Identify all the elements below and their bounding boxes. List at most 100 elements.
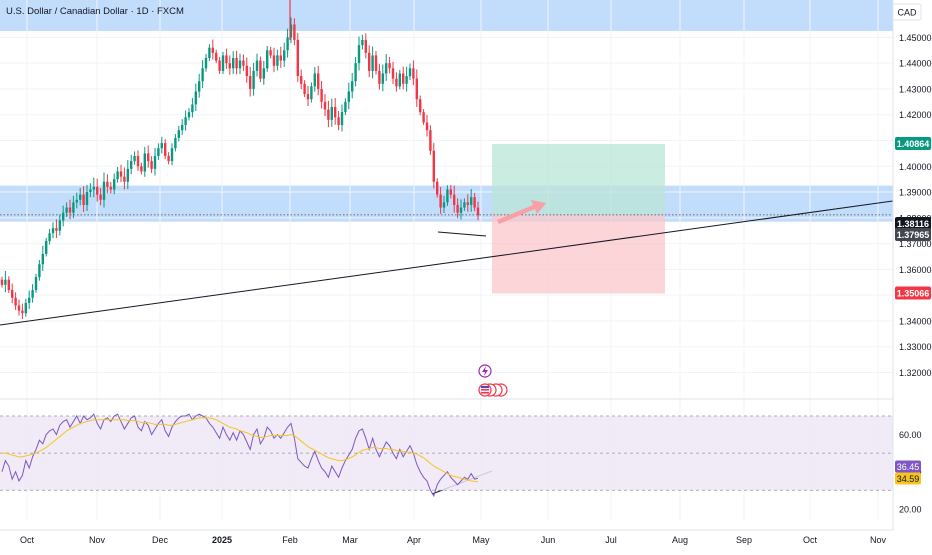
price-label-text: 1.40864	[897, 139, 930, 149]
candle-body	[191, 104, 194, 113]
price-label-text: 1.38116	[897, 219, 929, 229]
candle-body	[238, 60, 242, 69]
chart-title: U.S. Dollar / Canadian Dollar · 1D · FXC…	[6, 6, 184, 17]
price-tick-label: 1.40000	[899, 162, 932, 172]
candle-body	[289, 24, 293, 38]
candle-body	[102, 181, 106, 200]
price-label-text: 1.37965	[897, 230, 930, 240]
candle-body	[344, 101, 347, 113]
candle-body	[72, 202, 75, 213]
candle-body	[459, 207, 463, 213]
candle-body	[378, 70, 381, 84]
candle-body	[283, 50, 286, 61]
candle-body	[463, 202, 466, 208]
rsi-tick-label: 60.00	[899, 430, 922, 440]
candle-body	[82, 194, 85, 205]
candle-body	[473, 197, 476, 208]
position-tool[interactable]	[0, 144, 893, 294]
candle-body	[391, 68, 395, 79]
candle-body	[429, 130, 432, 151]
candle-body	[48, 233, 51, 242]
candle-body	[34, 277, 38, 291]
candle-body	[293, 24, 296, 40]
candle-body	[140, 166, 143, 172]
candle-body	[106, 181, 109, 187]
rsi-label-text: 36.45	[897, 462, 920, 472]
candle-body	[174, 137, 177, 149]
candle-body	[119, 171, 123, 177]
candle-body	[92, 186, 95, 190]
candle-body	[167, 155, 170, 162]
candle-body	[51, 228, 55, 234]
stop-zone	[492, 214, 665, 294]
candle-body	[164, 143, 167, 156]
time-tick-label: Oct	[803, 535, 818, 545]
candle-body	[361, 39, 364, 46]
candle-body	[38, 264, 41, 278]
candle-body	[242, 60, 245, 66]
time-tick-label: Jun	[541, 535, 556, 545]
trendline-low	[437, 231, 487, 237]
candle-body	[252, 70, 255, 89]
flag-events-icon[interactable]	[478, 383, 508, 397]
candle-body	[313, 73, 316, 87]
price-tick-label: 1.33000	[899, 342, 932, 352]
candle-body	[371, 55, 374, 71]
candle-body	[259, 60, 262, 79]
candle-body	[143, 153, 146, 172]
candle-body	[347, 91, 350, 102]
candle-body	[7, 279, 10, 291]
candle-body	[466, 202, 469, 205]
lightning-icon[interactable]	[478, 364, 492, 378]
candle-body	[337, 117, 340, 126]
price-label-box	[895, 217, 931, 230]
rsi-label-box	[895, 472, 921, 485]
candle-body	[310, 86, 313, 100]
candle-body	[412, 68, 415, 79]
candle-body	[187, 112, 191, 118]
candle-body	[245, 65, 248, 77]
trendline-support	[0, 200, 894, 326]
candle-body	[17, 305, 21, 311]
time-tick-label: Jul	[605, 535, 617, 545]
time-tick-label: Dec	[152, 535, 169, 545]
candle-body	[439, 194, 442, 208]
candle-body	[276, 55, 279, 66]
time-tick-label: Aug	[672, 535, 688, 545]
candle-body	[449, 189, 452, 195]
projection-arrow	[497, 200, 546, 224]
candle-body	[405, 76, 408, 84]
candle-body	[75, 199, 78, 203]
candle-body	[41, 253, 44, 265]
candle-body	[398, 73, 401, 87]
candle-body	[456, 204, 459, 213]
price-label-box	[895, 137, 931, 151]
rsi-tick-label: 20.00	[899, 504, 922, 514]
candle-body	[408, 68, 412, 77]
currency-badge[interactable]	[892, 3, 922, 21]
candle-body	[79, 194, 82, 200]
candle-body	[62, 212, 65, 221]
candle-body	[208, 47, 211, 59]
candle-body	[388, 63, 391, 69]
rsi-label-box	[895, 460, 921, 473]
candle-body	[170, 148, 174, 162]
candle-body	[279, 55, 282, 61]
candle-body	[204, 58, 208, 69]
candle-body	[425, 122, 429, 131]
candle-body	[476, 207, 480, 216]
candle-body	[126, 168, 129, 182]
candle-body	[177, 130, 180, 138]
candle-body	[395, 78, 398, 87]
candle-body	[0, 279, 4, 285]
rsi-pane	[0, 413, 893, 498]
candle-body	[354, 63, 357, 82]
candle-body	[436, 181, 439, 195]
zones-layer	[0, 0, 893, 222]
candle-body	[24, 302, 27, 314]
candle-body	[89, 189, 92, 193]
candle-body	[211, 47, 214, 53]
candle-body	[157, 148, 160, 156]
